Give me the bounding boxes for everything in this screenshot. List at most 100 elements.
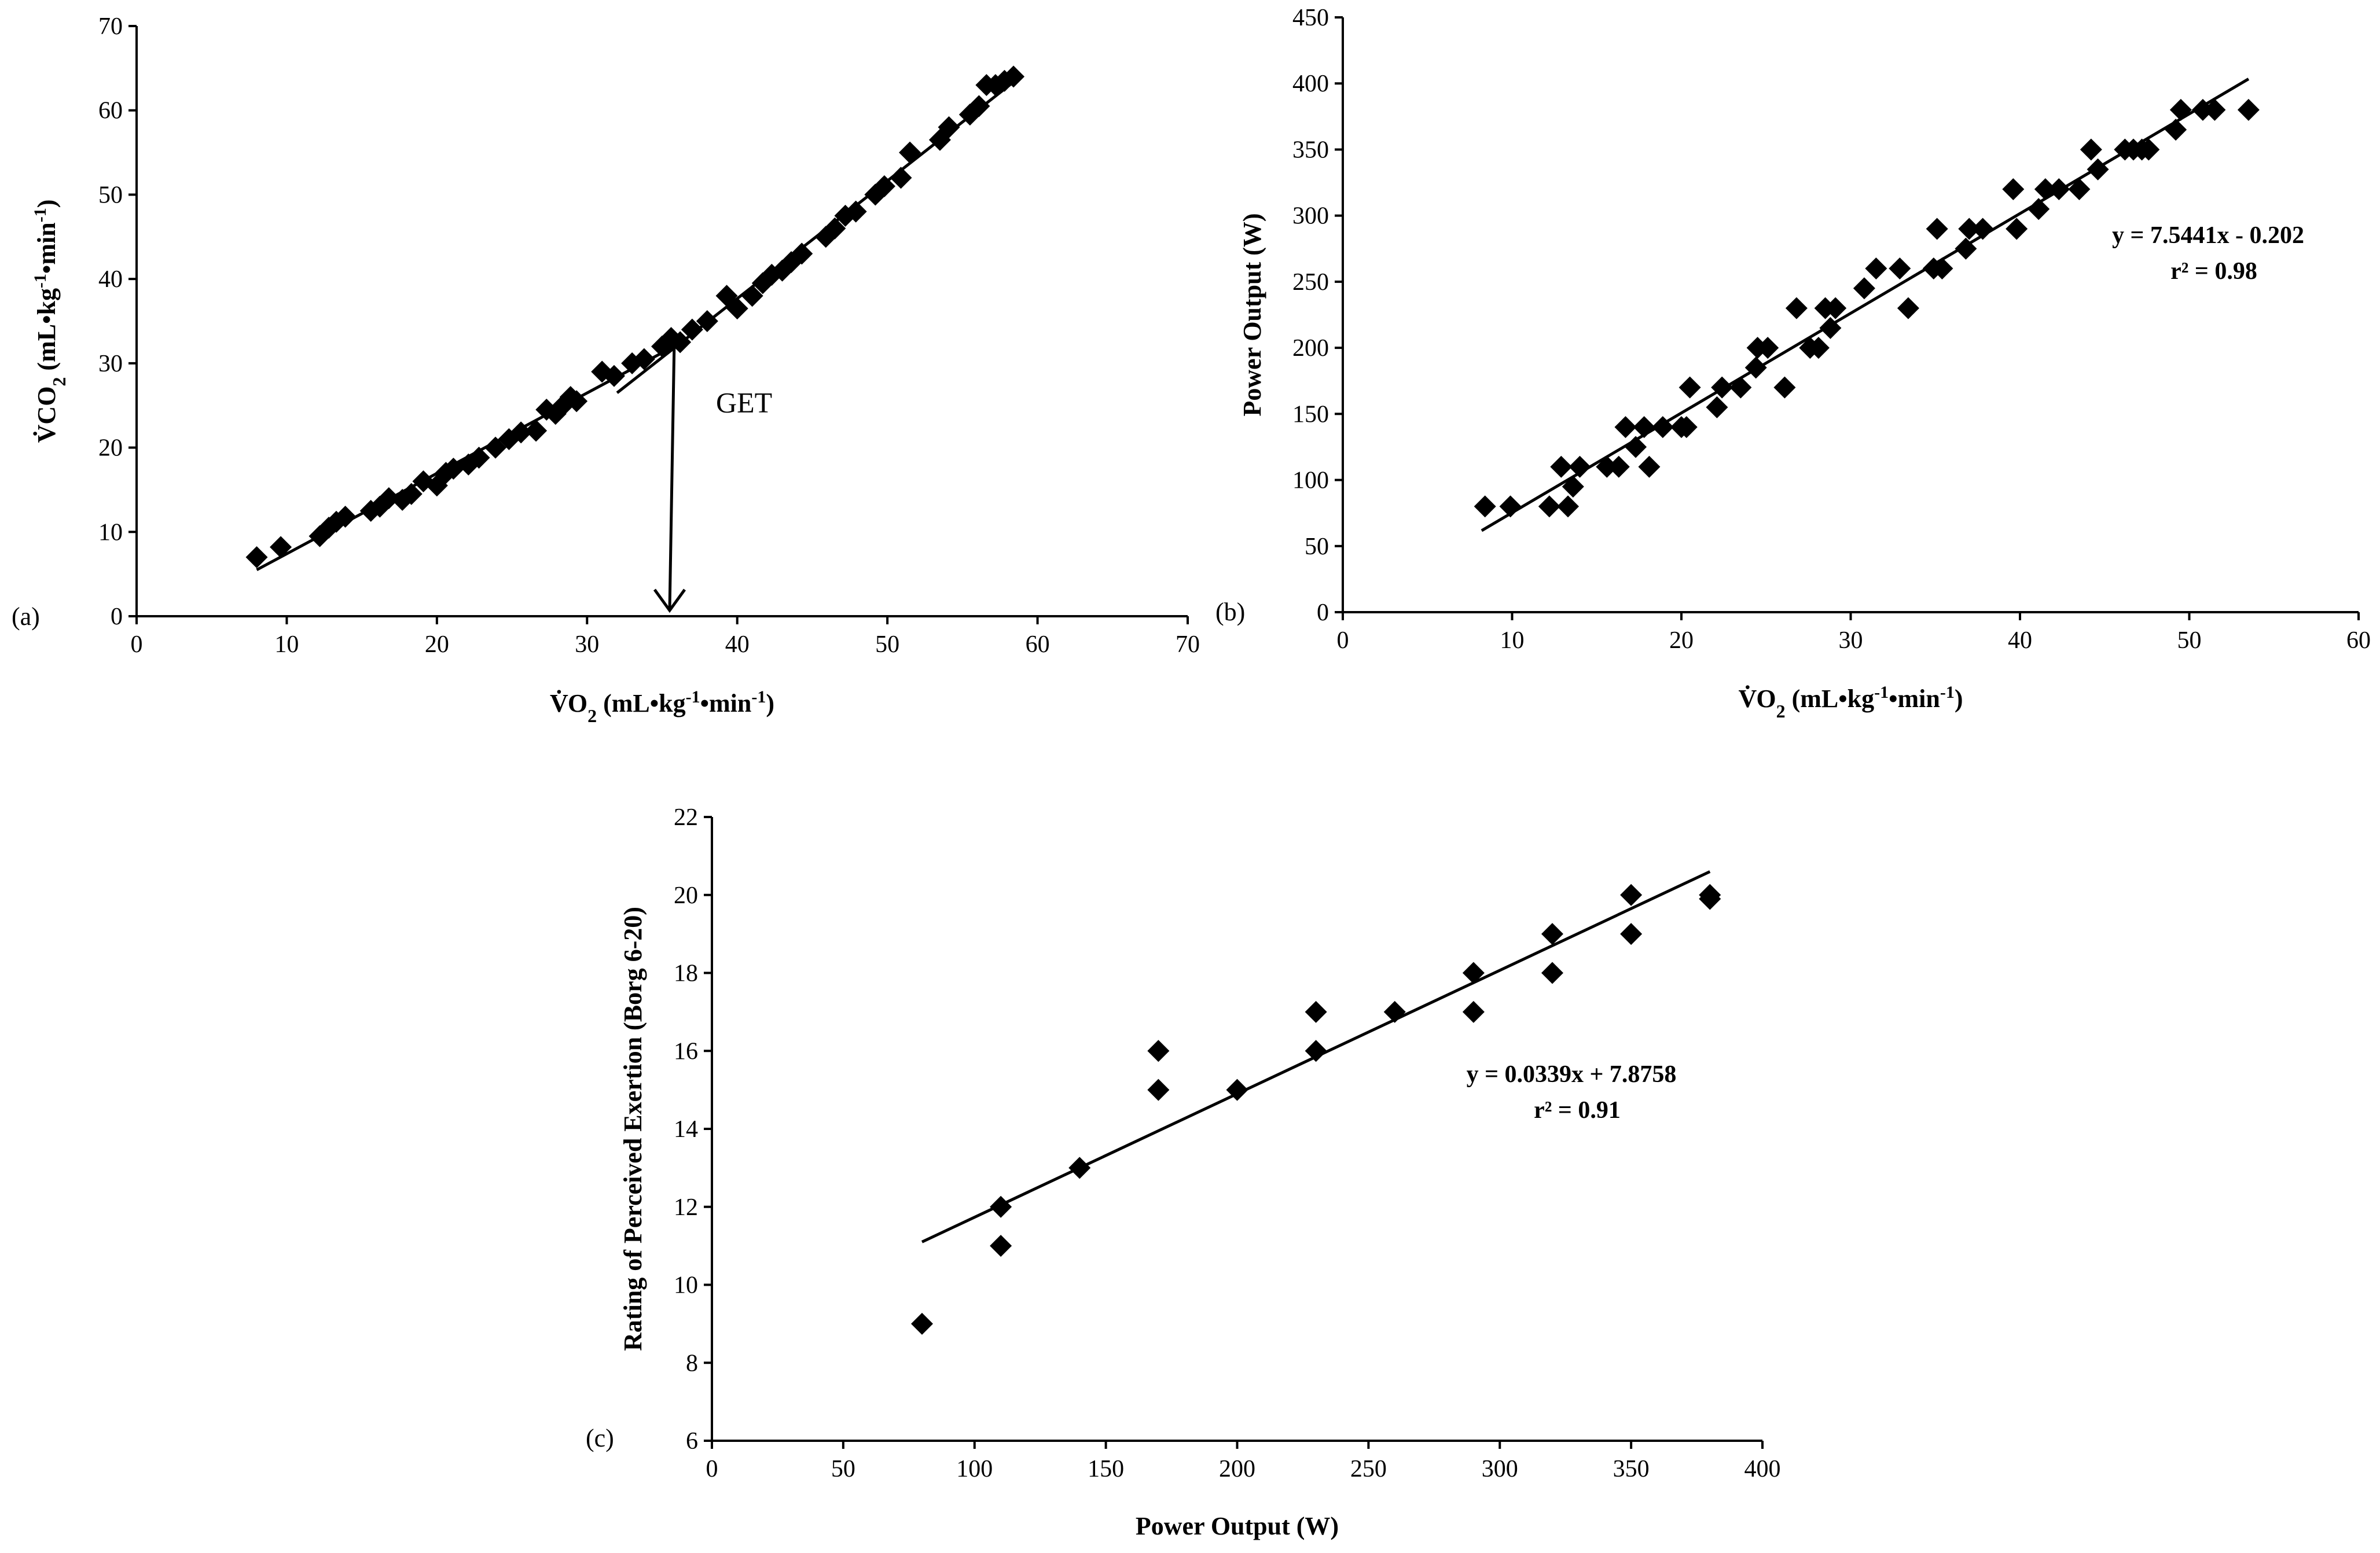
y-axis-label: V̇CO2 (mL•kg-1•min-1) <box>31 200 70 443</box>
data-point <box>1541 923 1563 945</box>
data-point <box>791 242 813 265</box>
data-point <box>824 217 846 240</box>
data-point <box>1926 218 1948 240</box>
data-point <box>1614 416 1637 439</box>
data-point <box>1955 237 1977 260</box>
data-point <box>1931 257 1953 280</box>
data-point <box>1383 1000 1406 1023</box>
y-tick-label: 400 <box>1292 71 1329 97</box>
data-point <box>1562 475 1584 498</box>
data-point <box>2002 178 2025 200</box>
y-tick-label: 20 <box>674 882 698 909</box>
y-tick-label: 50 <box>98 182 123 208</box>
data-point <box>1971 218 1994 240</box>
regression-equation: y = 7.5441x - 0.202 <box>2112 222 2304 249</box>
data-point <box>270 536 292 558</box>
data-point <box>2080 138 2102 161</box>
data-point <box>2169 98 2192 121</box>
data-point <box>1499 495 1522 518</box>
y-tick-label: 10 <box>98 519 123 546</box>
x-tick-label: 30 <box>1839 627 1863 654</box>
x-tick-label: 200 <box>1219 1456 1255 1482</box>
y-tick-label: 200 <box>1292 335 1329 362</box>
y-tick-label: 40 <box>98 266 123 293</box>
y-tick-label: 16 <box>674 1038 698 1065</box>
x-tick-label: 0 <box>131 631 143 658</box>
x-axis-label: Power Output (W) <box>1136 1512 1339 1540</box>
y-tick-label: 18 <box>674 960 698 987</box>
y-tick-label: 100 <box>1292 468 1329 494</box>
data-point <box>1596 455 1618 478</box>
x-tick-label: 350 <box>1613 1456 1650 1482</box>
data-point <box>1625 436 1647 458</box>
data-point <box>633 348 655 370</box>
x-tick-label: 50 <box>831 1456 855 1482</box>
regression-equation: y = 0.0339x + 7.8758 <box>1467 1061 1677 1088</box>
data-point <box>2165 119 2187 141</box>
x-tick-label: 100 <box>956 1456 993 1482</box>
x-axis-label: V̇O2 (mL•kg-1•min-1) <box>550 687 774 727</box>
x-tick-label: 250 <box>1350 1456 1387 1482</box>
data-point <box>510 421 532 444</box>
data-point <box>400 483 423 505</box>
data-point <box>726 297 748 320</box>
data-point <box>1853 277 1875 300</box>
data-point <box>1773 376 1796 399</box>
data-point <box>696 310 718 332</box>
y-tick-label: 70 <box>98 13 123 40</box>
data-point <box>1620 923 1643 945</box>
x-tick-label: 20 <box>425 631 449 658</box>
panel-label: (b) <box>1215 598 1245 626</box>
y-tick-label: 450 <box>1292 5 1329 31</box>
data-point <box>715 285 738 307</box>
data-point <box>1462 962 1485 984</box>
data-point <box>1865 257 1887 280</box>
data-point <box>2237 98 2260 121</box>
data-point <box>1538 495 1560 518</box>
x-tick-label: 20 <box>1669 627 1694 654</box>
x-tick-label: 300 <box>1482 1456 1518 1482</box>
chart-panel-1: 0 10 20 30 40 50 60 70 0 10 20 30 40 50 60 70 V̇O2 (mL•k… <box>12 13 1200 726</box>
data-point <box>681 318 703 341</box>
data-point <box>2191 98 2214 121</box>
data-point <box>2203 98 2226 121</box>
r-squared: r² = 0.91 <box>1534 1097 1621 1124</box>
y-tick-label: 150 <box>1292 401 1329 428</box>
data-point <box>2137 138 2160 161</box>
x-tick-label: 400 <box>1744 1456 1781 1482</box>
y-tick-label: 60 <box>98 98 123 124</box>
y-tick-label: 8 <box>686 1350 698 1377</box>
data-point <box>899 141 921 164</box>
data-point <box>1569 455 1591 478</box>
x-tick-label: 50 <box>2177 627 2202 654</box>
data-point <box>1706 396 1728 418</box>
x-tick-label: 50 <box>875 631 899 658</box>
data-point <box>1785 297 1808 319</box>
r-squared: r² = 0.98 <box>2170 258 2257 285</box>
data-point <box>1757 337 1779 359</box>
data-point <box>1147 1079 1170 1101</box>
x-tick-label: 60 <box>2346 627 2371 654</box>
get-arrow-head <box>653 588 686 613</box>
chart-panel-2: 0 10 20 30 40 50 60 0 50 100 150 200 250 300 350 400 450… <box>1215 5 2371 722</box>
data-point <box>603 365 625 387</box>
data-point <box>1068 1157 1091 1179</box>
data-point <box>1889 257 1911 280</box>
y-tick-label: 50 <box>1305 533 1329 560</box>
data-point <box>1807 337 1830 359</box>
data-point <box>1819 317 1842 339</box>
data-point <box>2087 158 2109 181</box>
data-point <box>1729 376 1752 399</box>
data-point <box>1462 1000 1485 1023</box>
x-tick-label: 40 <box>2008 627 2032 654</box>
y-tick-label: 10 <box>674 1272 698 1299</box>
data-point <box>2034 178 2056 200</box>
data-point <box>1226 1079 1248 1101</box>
data-point <box>1147 1040 1170 1062</box>
data-point <box>1550 455 1573 478</box>
data-point <box>334 506 357 528</box>
data-point <box>468 447 490 469</box>
data-point <box>990 1195 1012 1218</box>
data-point <box>1305 1040 1327 1062</box>
data-point <box>1633 416 1655 439</box>
